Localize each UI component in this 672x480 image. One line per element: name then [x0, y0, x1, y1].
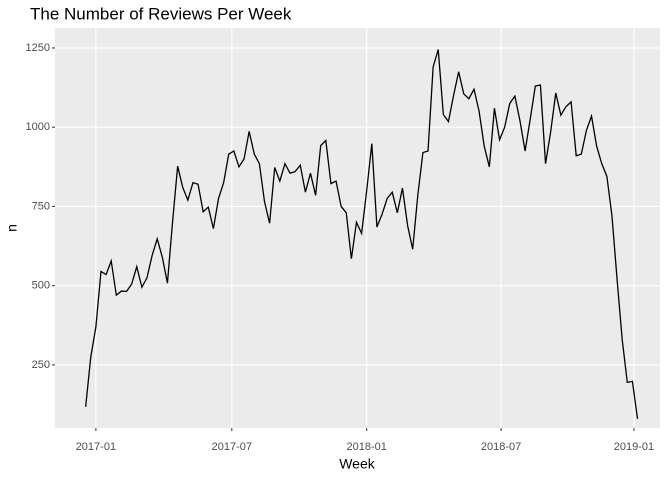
y-tick-label: 750 [32, 200, 50, 212]
chart-title: The Number of Reviews Per Week [30, 4, 292, 23]
y-tick-label: 250 [32, 359, 50, 371]
y-tick-label: 1250 [26, 42, 50, 54]
x-tick-label: 2017-07 [212, 441, 252, 453]
x-tick-label: 2018-07 [481, 441, 521, 453]
x-tick-label: 2017-01 [76, 441, 116, 453]
y-tick-label: 500 [32, 280, 50, 292]
x-tick-label: 2019-01 [614, 441, 654, 453]
y-axis-label: n [4, 224, 20, 232]
x-axis-label: Week [339, 456, 376, 472]
x-tick-label: 2018-01 [347, 441, 387, 453]
y-tick-label: 1000 [26, 121, 50, 133]
line [85, 49, 639, 419]
panel [55, 28, 660, 428]
